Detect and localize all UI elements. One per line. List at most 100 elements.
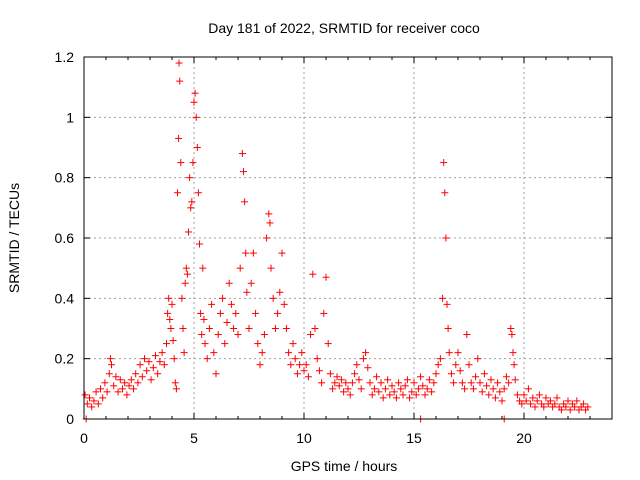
data-point — [337, 376, 345, 384]
data-point — [199, 264, 207, 272]
data-point — [287, 361, 295, 369]
data-point — [377, 379, 385, 387]
data-point — [149, 364, 157, 372]
data-point — [267, 264, 275, 272]
data-point — [172, 385, 180, 393]
data-point — [463, 331, 471, 339]
data-point — [271, 325, 279, 332]
data-point — [485, 391, 493, 399]
data-point — [357, 385, 365, 393]
data-point — [456, 367, 464, 375]
data-point — [476, 379, 484, 387]
data-point — [573, 397, 581, 405]
data-point — [97, 385, 104, 393]
y-axis-label: SRMTID / TECUs — [6, 183, 22, 293]
data-point — [522, 397, 530, 405]
data-point — [302, 361, 310, 369]
data-point — [324, 340, 332, 348]
data-point — [116, 376, 124, 384]
data-point — [263, 234, 271, 242]
data-point — [311, 325, 319, 332]
data-point — [121, 379, 129, 387]
data-point — [318, 379, 326, 387]
data-point — [469, 385, 477, 393]
data-point — [520, 391, 528, 399]
data-point — [408, 388, 416, 396]
data-point — [214, 331, 222, 339]
data-point — [188, 198, 196, 206]
data-point — [252, 309, 260, 317]
data-point — [256, 361, 264, 369]
data-point — [171, 379, 179, 387]
data-point — [232, 309, 240, 317]
y-tick-label: 0.6 — [55, 230, 75, 246]
data-point — [193, 144, 201, 151]
data-point — [487, 376, 495, 384]
data-point — [436, 355, 444, 363]
data-point — [500, 385, 508, 393]
data-point — [381, 385, 389, 393]
data-point — [397, 385, 405, 393]
data-point — [119, 385, 126, 393]
x-axis-label: GPS time / hours — [291, 458, 398, 474]
data-point — [531, 403, 539, 411]
data-point — [282, 325, 290, 332]
data-point — [106, 355, 114, 363]
data-point — [498, 397, 506, 405]
data-point — [483, 382, 491, 390]
data-point — [458, 379, 466, 387]
y-tick-label: 1.2 — [55, 49, 75, 65]
data-point — [187, 204, 195, 212]
data-point — [335, 382, 343, 390]
data-point — [392, 394, 400, 402]
data-point — [208, 300, 216, 308]
data-point — [186, 174, 194, 182]
data-point — [200, 315, 208, 323]
data-point — [373, 373, 381, 381]
data-point — [94, 400, 102, 408]
data-point — [348, 379, 356, 387]
data-point — [480, 370, 488, 378]
data-point — [152, 352, 159, 360]
data-point — [510, 361, 518, 369]
data-point — [198, 331, 206, 339]
data-point — [86, 394, 93, 402]
data-point — [245, 325, 253, 332]
data-point — [542, 394, 550, 402]
data-point — [508, 331, 516, 339]
data-point — [105, 370, 113, 378]
x-tick-label: 15 — [406, 430, 422, 446]
data-point — [454, 349, 462, 357]
data-point — [513, 391, 521, 399]
data-point — [430, 379, 438, 387]
data-point — [177, 159, 185, 167]
data-point — [210, 349, 218, 357]
data-point — [254, 340, 262, 348]
data-point — [442, 234, 450, 242]
y-tick-label: 0.4 — [55, 290, 75, 306]
data-point — [99, 394, 107, 402]
data-point — [445, 349, 453, 357]
data-point — [395, 379, 403, 387]
data-point — [511, 376, 519, 384]
data-point — [143, 367, 151, 375]
data-point — [447, 370, 455, 378]
data-point — [103, 388, 111, 396]
data-point — [571, 403, 579, 411]
data-point — [421, 391, 429, 399]
data-point — [166, 315, 174, 323]
data-point — [112, 373, 120, 381]
data-point — [320, 309, 328, 317]
data-point — [183, 270, 191, 278]
data-point — [191, 89, 199, 97]
data-point — [243, 288, 251, 296]
y-tick-label: 1 — [66, 109, 74, 125]
data-point — [169, 337, 177, 345]
data-point — [489, 385, 497, 393]
data-point — [101, 379, 109, 387]
data-point — [164, 309, 172, 317]
data-point — [223, 318, 231, 326]
data-point — [132, 370, 140, 378]
data-point — [553, 394, 561, 402]
data-point — [205, 325, 213, 332]
